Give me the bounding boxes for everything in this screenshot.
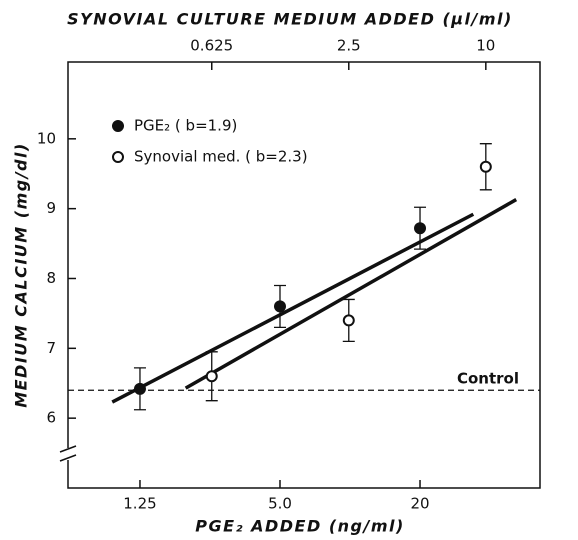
legend-marker [112, 120, 124, 132]
point [205, 370, 218, 383]
legend-label: Synovial med. ( b=2.3) [134, 148, 308, 166]
x-tick-label: 5.0 [268, 495, 292, 513]
fit-line [111, 212, 475, 404]
point [479, 160, 492, 173]
control-label: Control [457, 370, 519, 388]
y-tick-label: 7 [46, 339, 56, 357]
point [273, 300, 286, 313]
axis-break [59, 445, 77, 453]
axis-break [59, 454, 77, 462]
y-tick-label: 8 [46, 269, 56, 287]
y-axis-label: MEDIUM CALCIUM (mg/dl) [12, 142, 31, 408]
top-axis-title: SYNOVIAL CULTURE MEDIUM ADDED (μl/ml) [67, 10, 513, 29]
x2-tick-label: 2.5 [337, 37, 361, 55]
point [133, 382, 146, 395]
y-tick-label: 6 [46, 409, 56, 427]
plot-frame [67, 61, 541, 489]
point [342, 314, 355, 327]
point [414, 222, 427, 235]
x-tick-label: 1.25 [123, 495, 156, 513]
legend-marker [112, 151, 124, 163]
y-tick-label: 10 [37, 129, 56, 147]
x-tick-label: 20 [410, 495, 429, 513]
x-axis-label: PGE₂ ADDED (ng/ml) [195, 517, 405, 536]
x2-tick-label: 0.625 [190, 37, 233, 55]
legend-label: PGE₂ ( b=1.9) [134, 117, 237, 135]
y-tick-label: 9 [46, 199, 56, 217]
x2-tick-label: 10 [476, 37, 495, 55]
fit-line [184, 198, 518, 390]
